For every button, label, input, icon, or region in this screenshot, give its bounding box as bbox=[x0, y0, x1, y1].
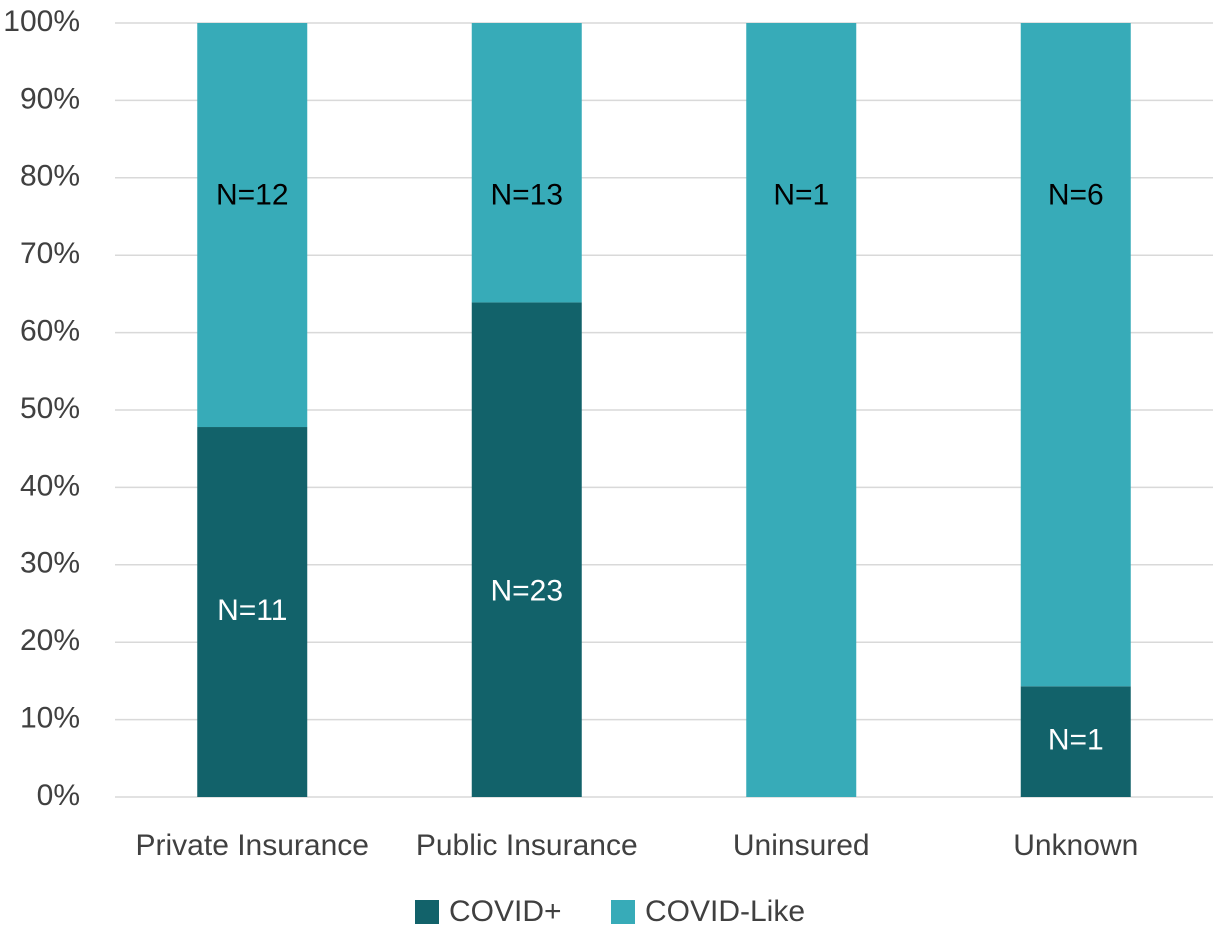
y-tick-label: 50% bbox=[20, 392, 80, 425]
y-tick-label: 30% bbox=[20, 547, 80, 580]
x-tick-label: Uninsured bbox=[733, 829, 870, 862]
legend-swatch bbox=[415, 900, 439, 924]
data-label: N=12 bbox=[216, 178, 289, 211]
bar-segment bbox=[1020, 686, 1131, 797]
data-label: N=11 bbox=[217, 594, 287, 627]
data-label: N=23 bbox=[490, 575, 563, 608]
y-tick-label: 80% bbox=[20, 160, 80, 193]
data-label: N=6 bbox=[1048, 178, 1104, 211]
y-tick-label: 90% bbox=[20, 82, 80, 115]
legend-label: COVID+ bbox=[449, 895, 562, 928]
bar-segment bbox=[471, 23, 582, 303]
bar-segment bbox=[471, 302, 582, 797]
legend-swatch bbox=[611, 900, 635, 924]
bar-segment bbox=[197, 427, 308, 797]
y-tick-label: 0% bbox=[37, 779, 80, 812]
bar-segment bbox=[746, 23, 857, 797]
bar-segment bbox=[197, 23, 308, 428]
x-tick-label: Private Insurance bbox=[136, 829, 369, 862]
y-tick-label: 10% bbox=[20, 702, 80, 735]
x-tick-label: Public Insurance bbox=[416, 829, 638, 862]
legend-label: COVID-Like bbox=[645, 895, 805, 928]
y-tick-label: 60% bbox=[20, 315, 80, 348]
y-tick-label: 70% bbox=[20, 237, 80, 270]
data-label: N=13 bbox=[490, 178, 563, 211]
y-tick-label: 100% bbox=[3, 5, 80, 38]
data-label: N=1 bbox=[773, 178, 829, 211]
x-tick-label: Unknown bbox=[1013, 829, 1138, 862]
data-label: N=1 bbox=[1048, 724, 1104, 757]
y-tick-label: 40% bbox=[20, 469, 80, 502]
y-tick-label: 20% bbox=[20, 624, 80, 657]
bar-segment bbox=[1020, 23, 1131, 687]
